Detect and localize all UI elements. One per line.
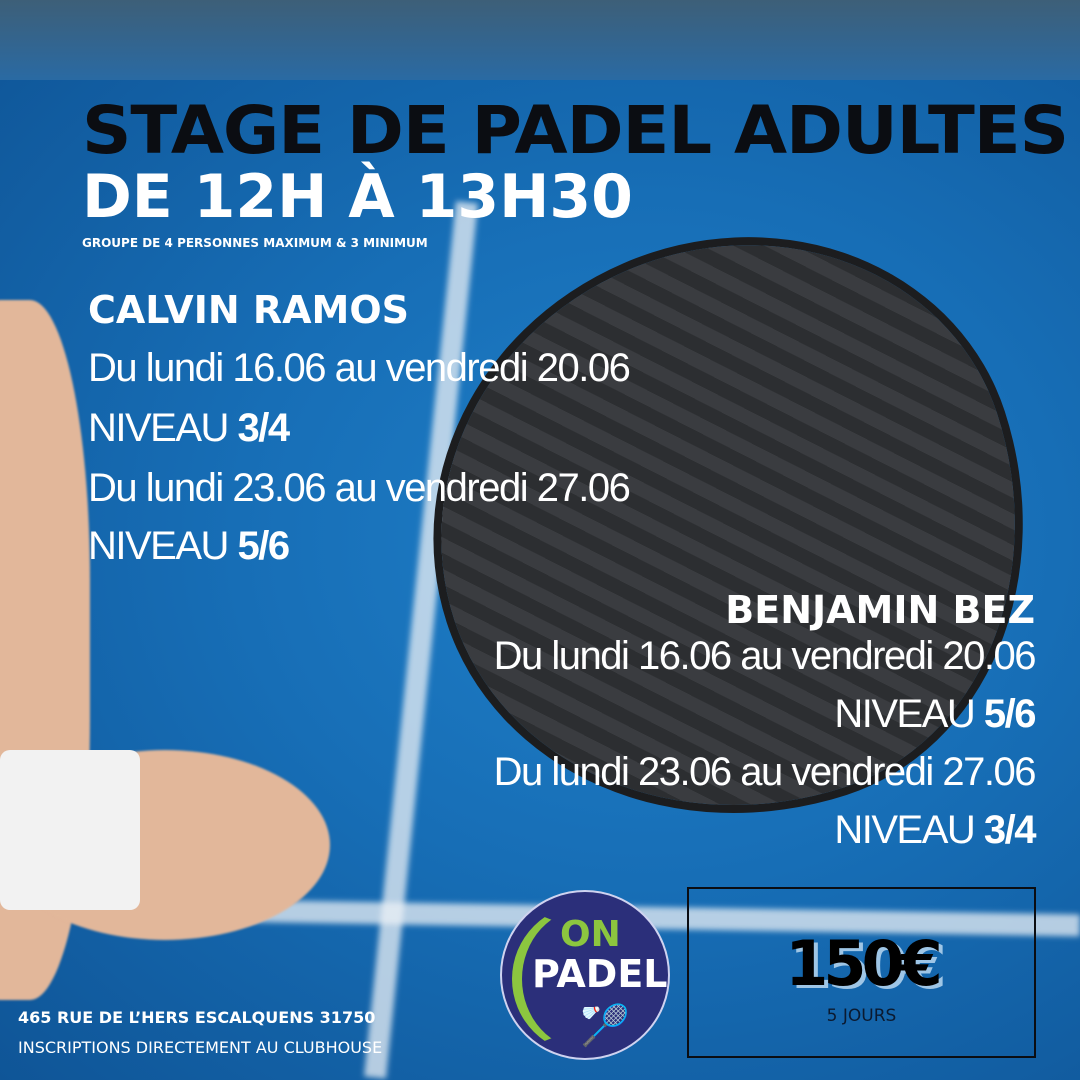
logo-arc: [512, 904, 662, 1054]
level-value: 3/4: [983, 808, 1037, 852]
level-label: NIVEAU: [834, 808, 984, 852]
price-amount: 150€: [785, 927, 943, 1000]
level-value: 5/6: [983, 692, 1037, 736]
level-value: 3/4: [237, 406, 291, 450]
price-duration: 5 JOURS: [826, 1006, 897, 1026]
registration-note: INSCRIPTIONS DIRECTEMENT AU CLUBHOUSE: [18, 1038, 383, 1057]
session-dates: Du lundi 16.06 au vendredi 20.06: [493, 634, 1037, 678]
coach-name: CALVIN RAMOS: [88, 288, 410, 332]
background-fence: [0, 0, 1080, 80]
subtitle: GROUPE DE 4 PERSONNES MAXIMUM & 3 MINIMU…: [82, 236, 428, 250]
logo-text-on: ON: [560, 914, 621, 955]
price-box: 150€ 5 JOURS: [687, 887, 1036, 1058]
level-value: 5/6: [237, 524, 291, 568]
level-label: NIVEAU: [88, 524, 238, 568]
session-dates: Du lundi 23.06 au vendredi 27.06: [493, 750, 1037, 794]
session-level: NIVEAU 5/6: [834, 692, 1037, 737]
address: 465 RUE DE L’HERS ESCALQUENS 31750: [18, 1008, 376, 1027]
title-line2: DE 12H À 13H30: [82, 162, 633, 232]
session-dates: Du lundi 16.06 au vendredi 20.06: [88, 346, 631, 390]
player-silhouette-icon: 🏸: [580, 1003, 630, 1049]
session-dates: Du lundi 23.06 au vendredi 27.06: [88, 466, 631, 510]
level-label: NIVEAU: [88, 406, 238, 450]
coach-name: BENJAMIN BEZ: [725, 588, 1035, 632]
session-level: NIVEAU 3/4: [834, 808, 1037, 853]
session-level: NIVEAU 3/4: [88, 406, 291, 451]
title-line1: STAGE DE PADEL ADULTES: [82, 92, 1069, 169]
on-padel-logo: ON PADEL 🏸: [500, 890, 670, 1060]
level-label: NIVEAU: [834, 692, 984, 736]
wristband: [0, 750, 140, 910]
logo-text-padel: PADEL: [532, 952, 668, 996]
session-level: NIVEAU 5/6: [88, 524, 291, 569]
